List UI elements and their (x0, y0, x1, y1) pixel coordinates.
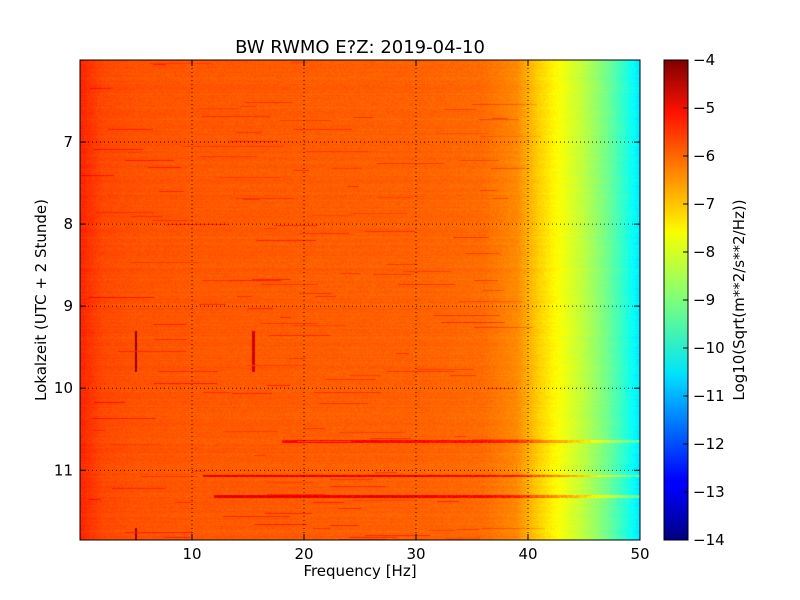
y-tick-label: 8 (63, 215, 73, 233)
colorbar-tick-label: −12 (693, 435, 725, 453)
colorbar-label: Log10(Sqrt(m**2/s**2/Hz)) (730, 199, 748, 400)
x-axis: 10 20 30 40 50 (182, 60, 650, 563)
colorbar-tick-label: −5 (693, 99, 715, 117)
plot-frame (79, 59, 641, 541)
y-tick-label: 10 (54, 379, 73, 397)
y-tick-label: 7 (63, 133, 73, 151)
colorbar-tick-label: −9 (693, 291, 715, 309)
chart-title: BW RWMO E?Z: 2019-04-10 (235, 37, 485, 58)
x-tick-label: 40 (518, 545, 537, 563)
y-axis: 7 8 9 10 11 (54, 133, 640, 479)
colorbar: −4 −5 −6 −7 −8 −9 −10 −11 −12 −13 −14 (663, 51, 725, 549)
heatmap-raster (80, 60, 640, 540)
colorbar-tick-label: −6 (693, 147, 715, 165)
colorbar-tick-label: −14 (693, 531, 725, 549)
y-axis-label: Lokalzeit (UTC + 2 Stunde) (32, 199, 50, 401)
colorbar-tick-label: −7 (693, 195, 715, 213)
plot-area: 10 20 30 40 50 7 8 9 10 11 (54, 59, 650, 563)
colorbar-tick-label: −8 (693, 243, 715, 261)
x-tick-label: 50 (630, 545, 649, 563)
x-tick-label: 30 (406, 545, 425, 563)
y-tick-label: 11 (54, 461, 73, 479)
x-axis-label: Frequency [Hz] (303, 562, 416, 580)
x-tick-label: 20 (294, 545, 313, 563)
x-tick-label: 10 (182, 545, 201, 563)
colorbar-tick-label: −13 (693, 483, 725, 501)
colorbar-tick-label: −10 (693, 339, 725, 357)
colorbar-axis: −4 −5 −6 −7 −8 −9 −10 −11 −12 −13 −14 (683, 51, 725, 549)
y-tick-label: 9 (63, 297, 73, 315)
colorbar-tick-label: −4 (693, 51, 715, 69)
colorbar-tick-label: −11 (693, 387, 725, 405)
